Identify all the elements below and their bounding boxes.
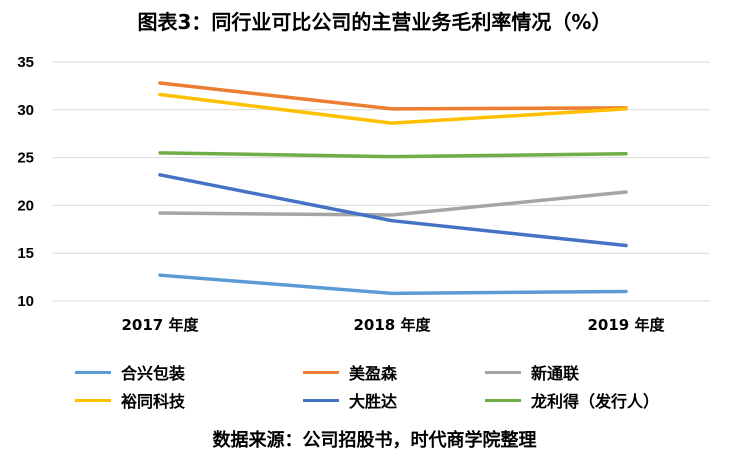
- legend-label: 合兴包装: [121, 364, 186, 383]
- legend-swatch: [485, 370, 521, 374]
- legend-item: 新通联: [485, 362, 580, 383]
- legend-swatch: [485, 398, 521, 402]
- series-line-3: [158, 92, 628, 125]
- legend-label: 裕同科技: [121, 392, 186, 411]
- y-tick-label: 15: [17, 245, 34, 262]
- x-tick-label: 2019 年度: [588, 316, 666, 334]
- legend: 合兴包装 美盈森 新通联裕同科技 大胜达 龙利得（发行人）: [0, 360, 749, 420]
- source-note: 数据来源：公司招股书，时代商学院整理: [212, 430, 537, 451]
- legend-item: 大胜达: [303, 390, 398, 411]
- legend-label: 大胜达: [349, 392, 398, 411]
- series-line-4: [158, 173, 628, 248]
- legend-swatch: [303, 398, 339, 402]
- legend-swatch: [75, 398, 111, 402]
- y-tick-label: 35: [17, 54, 34, 71]
- legend-swatch: [303, 370, 339, 374]
- y-tick-label: 25: [17, 150, 34, 167]
- chart-title: 图表3：同行业可比公司的主营业务毛利率情况（%）: [137, 10, 612, 34]
- legend-swatch: [75, 370, 111, 374]
- series-line-1: [158, 81, 628, 111]
- y-tick-label: 20: [17, 197, 34, 214]
- legend-item: 龙利得（发行人）: [485, 390, 660, 411]
- legend-item: 裕同科技: [75, 390, 186, 411]
- legend-item: 合兴包装: [75, 362, 186, 383]
- y-tick-label: 30: [17, 102, 34, 119]
- legend-label: 龙利得（发行人）: [531, 392, 660, 411]
- x-tick-label: 2017 年度: [122, 316, 200, 334]
- legend-label: 新通联: [531, 364, 580, 383]
- series-line-0: [158, 273, 628, 296]
- legend-item: 美盈森: [303, 362, 398, 383]
- x-tick-label: 2018 年度: [354, 316, 432, 334]
- y-tick-label: 10: [17, 293, 34, 310]
- line-chart: 10 15 20 25 30 35 2017 年度 2018 年度 2019 年度: [17, 54, 710, 334]
- legend-label: 美盈森: [349, 364, 398, 383]
- series-line-5: [158, 151, 628, 159]
- series-line-2: [158, 190, 628, 217]
